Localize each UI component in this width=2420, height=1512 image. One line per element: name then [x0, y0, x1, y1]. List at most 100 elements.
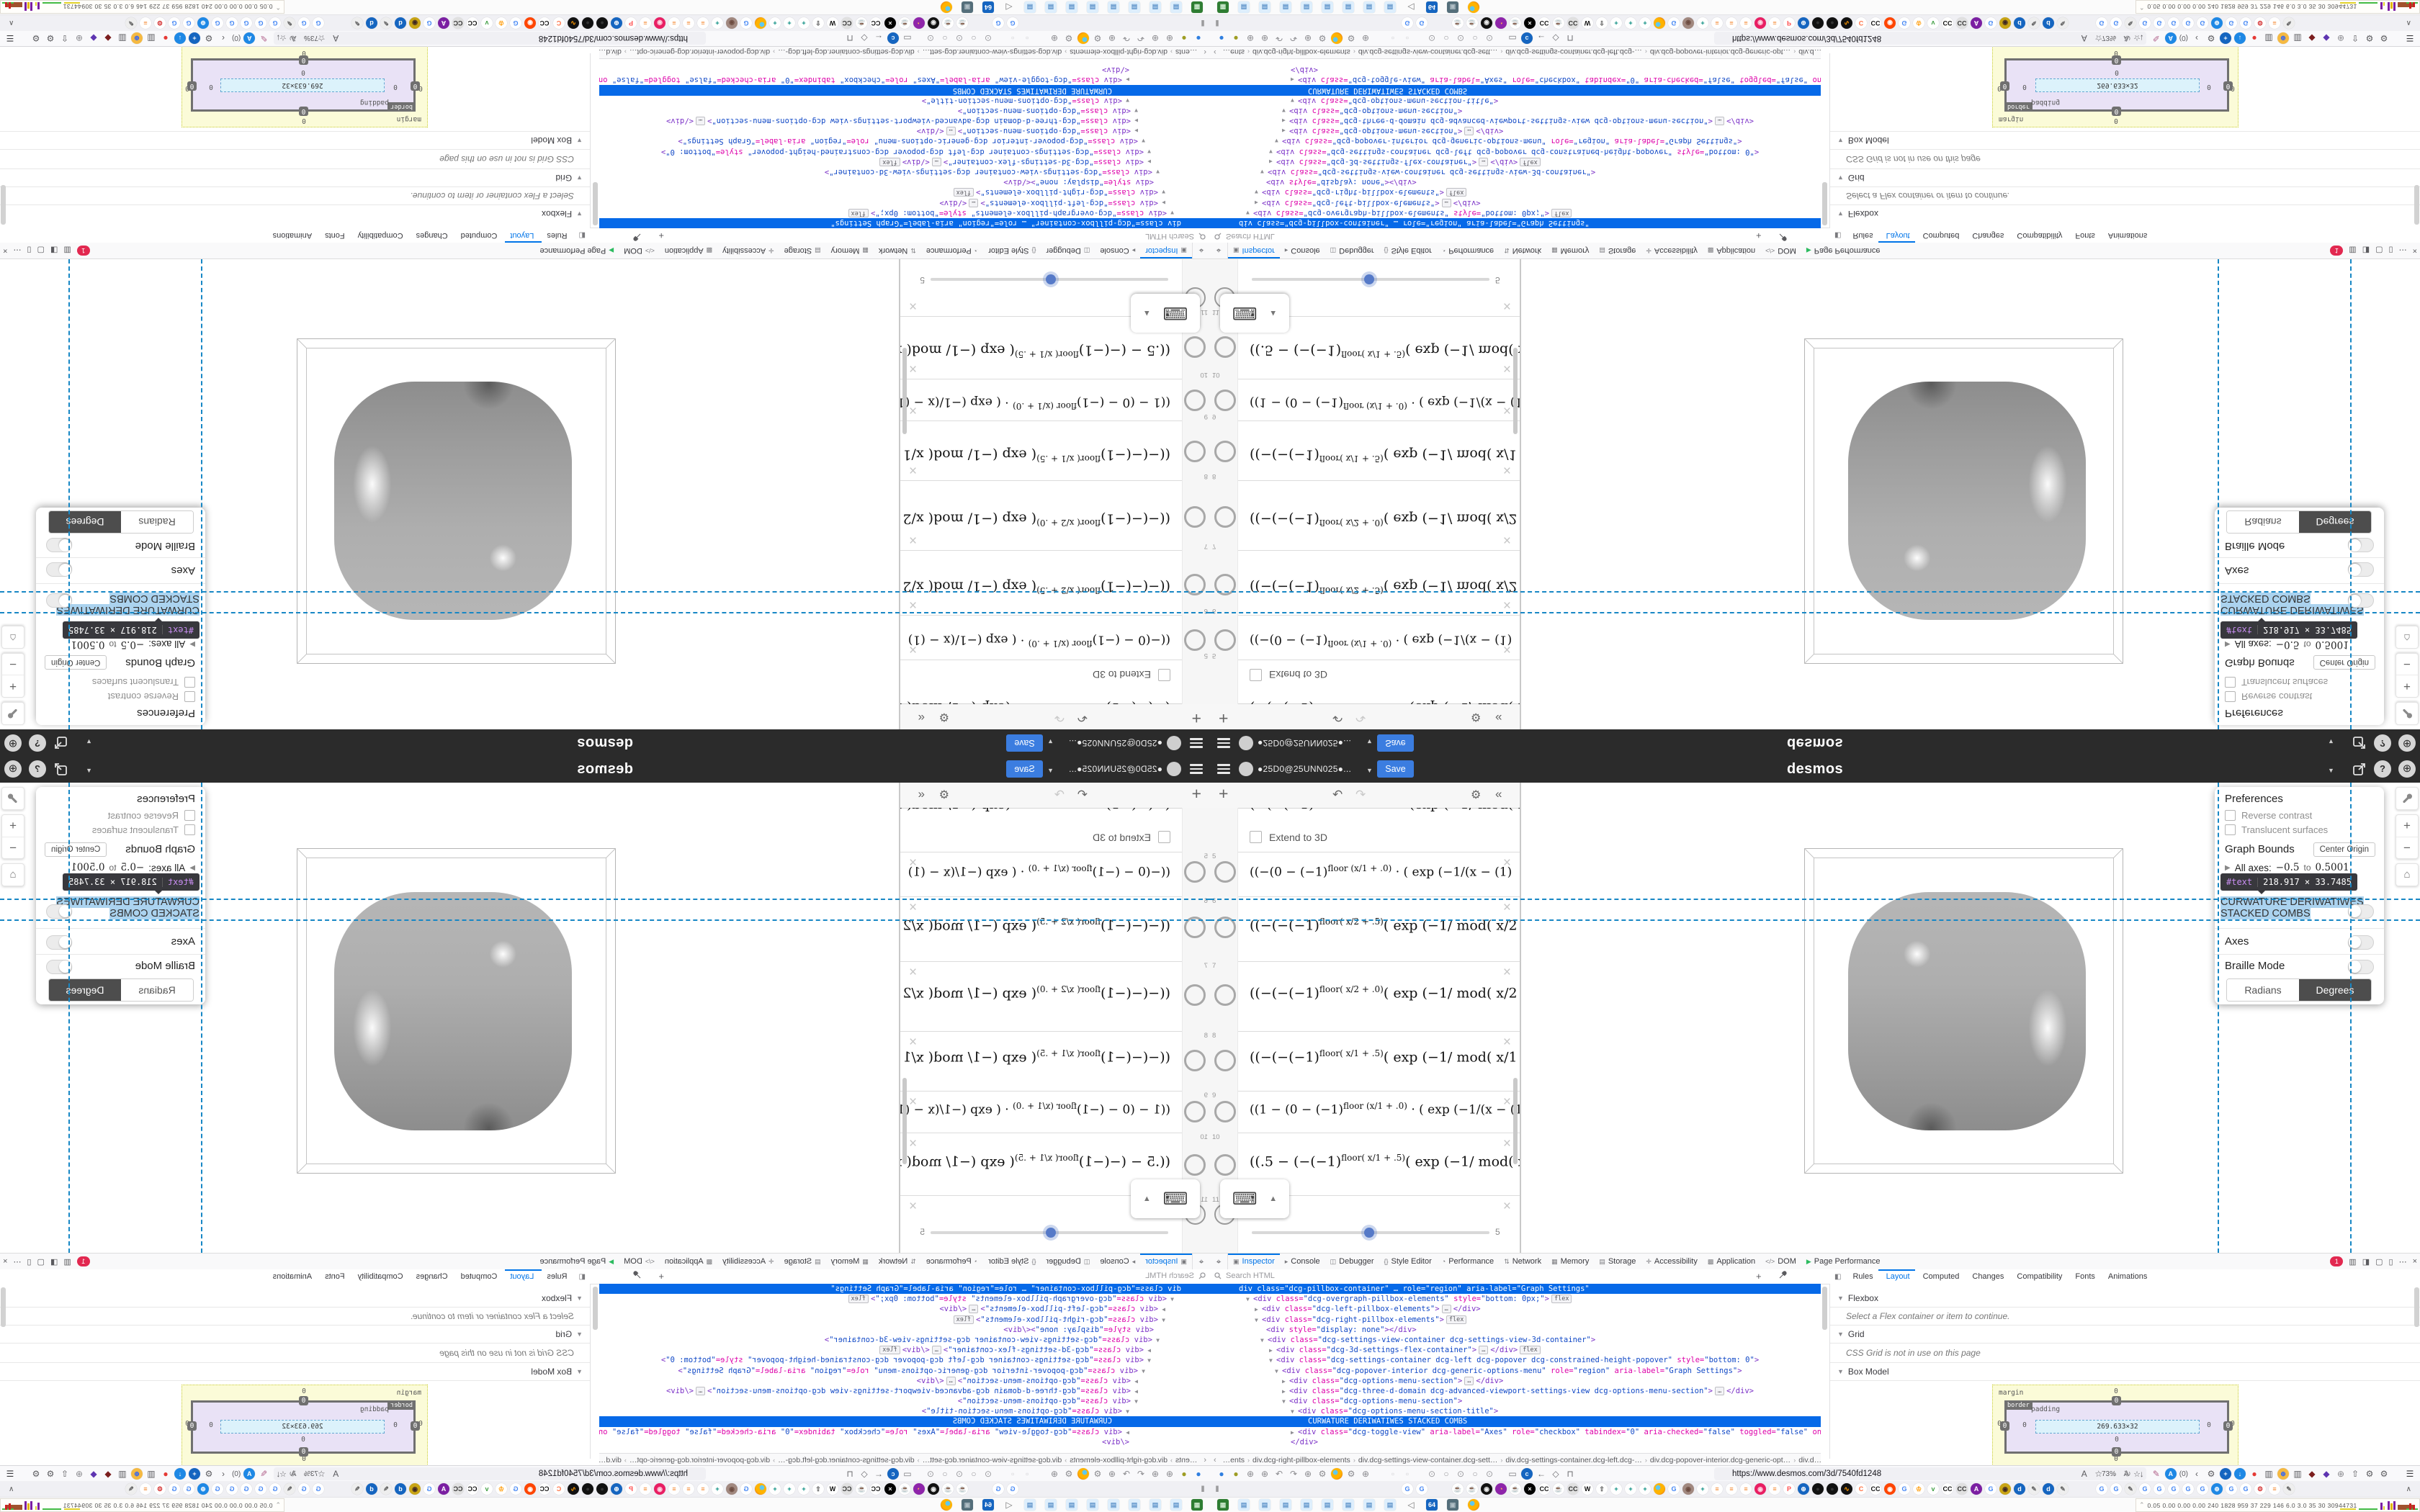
taskbar-icon[interactable]: ▤: [1301, 1499, 1312, 1511]
expression-row[interactable]: 10 ((.5 − (−(−1)floor( x/1 + .5)( exp (−…: [1210, 1133, 1520, 1196]
tab-favicon[interactable]: ◉: [928, 1483, 939, 1495]
tab-overflow-caret-icon[interactable]: ∧: [9, 19, 14, 27]
split-console-icon[interactable]: ▥: [63, 246, 71, 255]
toolbar-icon[interactable]: ○: [1443, 33, 1449, 44]
tab-favicon[interactable]: G: [2110, 17, 2122, 29]
item[interactable]: </div>: [1102, 1437, 1129, 1446]
delete-expression-icon[interactable]: ×: [1502, 402, 1511, 418]
extension-icon[interactable]: ⚙: [2207, 33, 2215, 43]
item[interactable]: ▼<div class="dcg-settings-view-container…: [824, 168, 1160, 177]
toolbar-icon[interactable]: [997, 1468, 1004, 1480]
taskbar-icon[interactable]: ▤: [1384, 1499, 1396, 1511]
extension-icon[interactable]: ☰: [6, 1469, 14, 1479]
tab-favicon[interactable]: +: [798, 1483, 810, 1495]
toolbar-icon[interactable]: ⊓: [1567, 33, 1574, 44]
tab-favicon[interactable]: ×: [1524, 17, 1536, 29]
extension-icon[interactable]: ⇧: [60, 33, 69, 43]
sidebar-tab[interactable]: Rules: [1852, 1272, 1873, 1281]
tab-favicon[interactable]: G: [2139, 1483, 2151, 1495]
tab-favicon[interactable]: ☕: [1510, 17, 1521, 29]
taskbar-icon[interactable]: 64: [982, 1, 994, 13]
keyboard-up-icon[interactable]: ▲: [1269, 1194, 1278, 1203]
extension-icon[interactable]: ⚙: [32, 33, 40, 43]
delete-expression-icon[interactable]: ×: [909, 597, 918, 612]
language-globe-icon[interactable]: ⊕: [4, 760, 22, 778]
box-model-section-header[interactable]: ▼ Box Model: [1830, 1363, 2420, 1381]
toolbar-icon[interactable]: ⊙: [1428, 33, 1436, 44]
expression-row[interactable]: 8 ((−(−(−1)floor( x/1 + .5)( exp (−1/ mo…: [900, 1031, 1210, 1092]
tab-favicon[interactable]: [971, 1483, 990, 1495]
toolbar-icon[interactable]: ○: [942, 1468, 948, 1479]
tab-favicon[interactable]: W: [1582, 1483, 1593, 1495]
center-origin-button[interactable]: Center Origin: [2313, 655, 2375, 670]
tab-favicon[interactable]: G: [1007, 1483, 1018, 1495]
extension-icon[interactable]: ↻: [2123, 1469, 2131, 1479]
plot-toggle-icon[interactable]: [1214, 861, 1236, 883]
tab-favicon[interactable]: ‖: [1201, 1484, 1205, 1494]
expression-row[interactable]: 5 ((−(0 − (−1)floor (x/1 + .0) · ( exp (…: [900, 852, 1210, 897]
tab-favicon[interactable]: ≡: [1711, 1483, 1723, 1495]
undo-button[interactable]: ↶: [1077, 711, 1088, 724]
radians-button[interactable]: Radians: [2227, 511, 2299, 533]
tab-favicon[interactable]: ☕: [899, 17, 910, 29]
zoom-buttons[interactable]: + −: [2396, 814, 2419, 859]
expand-triangle-icon[interactable]: ▶: [189, 863, 195, 872]
tab-favicon[interactable]: G: [1985, 1483, 1996, 1495]
toolbar-icon[interactable]: ↶: [1137, 33, 1145, 44]
tab-favicon[interactable]: ≡: [640, 1483, 651, 1495]
toolbar-icon[interactable]: ⊙: [926, 33, 935, 44]
tab-favicon[interactable]: P: [625, 1483, 637, 1495]
extension-icon[interactable]: ‹: [2195, 33, 2198, 43]
tab-favicon[interactable]: G: [1668, 1483, 1680, 1495]
graph-viewport[interactable]: + − ⌂ Preferences Reverse contrast Trans…: [1520, 783, 2420, 1253]
extension-icon[interactable]: (0): [2179, 34, 2188, 42]
extension-icon[interactable]: ⇧: [60, 1469, 69, 1479]
toolbar-icon[interactable]: ←: [874, 1468, 883, 1479]
item[interactable]: ▶<div class="dcg-3d-settings-flex-contai…: [1210, 157, 1821, 167]
plot-toggle-icon[interactable]: [1214, 984, 1236, 1006]
toolbar-icon[interactable]: ↶: [1137, 1468, 1145, 1479]
extension-icon[interactable]: ▥: [147, 1469, 156, 1479]
extension-icon[interactable]: (0): [2179, 1470, 2188, 1478]
axes-max-input[interactable]: 0.5001: [71, 862, 105, 873]
toolbar-icon[interactable]: ▫: [1405, 33, 1410, 44]
stats-expand-icon[interactable]: ⌃: [2139, 1501, 2145, 1508]
plot-toggle-icon[interactable]: [1184, 861, 1206, 883]
tab-favicon[interactable]: ⊕: [197, 17, 209, 29]
expression-row[interactable]: 7 ((−(−(−1)floor( x/2 + .0)( exp (−1/ mo…: [900, 480, 1210, 551]
plot-toggle-icon[interactable]: [1184, 506, 1206, 528]
tab-favicon[interactable]: ‖: [1215, 18, 1219, 28]
tab-favicon[interactable]: ☕: [1452, 17, 1464, 29]
expression-row[interactable]: 6 ((−(−(−1)floor( x/2 + .5)( exp (−1/ mo…: [900, 550, 1210, 616]
tab-favicon[interactable]: ☕: [856, 17, 867, 29]
tab-favicon[interactable]: ◉: [1754, 17, 1766, 29]
expression-row[interactable]: 7 ((−(−(−1)floor( x/2 + .0)( exp (−1/ mo…: [1210, 480, 1520, 551]
taskbar-icon[interactable]: ▦: [1191, 1499, 1203, 1511]
tab-favicon[interactable]: CC: [1567, 17, 1579, 29]
extension-icon[interactable]: ⚙: [205, 33, 213, 43]
toolbar-icon[interactable]: ⊕: [1165, 1468, 1174, 1479]
item[interactable]: ▼<div class="dcg-options-menu-section">: [957, 106, 1138, 115]
item[interactable]: ▼<div class="dcg-overgraph-pillbox-eleme…: [599, 1294, 1210, 1304]
sidebar-tab[interactable]: Compatibility: [357, 1272, 403, 1281]
tab-favicon[interactable]: +: [1639, 17, 1651, 29]
toolbar-icon[interactable]: ●: [1181, 33, 1187, 44]
item[interactable]: <div style="display: none"></div>: [1266, 1325, 1417, 1334]
item[interactable]: ▶<div class="dcg-left-pillbox-elements">…: [939, 198, 1165, 207]
close-devtools-icon[interactable]: ×: [2412, 1257, 2417, 1266]
extension-icon[interactable]: →: [2108, 1469, 2118, 1479]
tab-favicon[interactable]: G: [2226, 1483, 2237, 1495]
tab-favicon[interactable]: G: [212, 17, 223, 29]
tab-favicon[interactable]: G: [2110, 1483, 2122, 1495]
tab-favicon[interactable]: [327, 1483, 349, 1495]
tab-favicon[interactable]: ⚙: [2254, 1483, 2266, 1495]
dock-side-icon[interactable]: ◨: [2362, 246, 2370, 255]
extension-icon[interactable]: A: [333, 33, 339, 43]
tab-favicon[interactable]: G: [992, 1483, 1004, 1495]
checkbox-icon[interactable]: [1250, 831, 1262, 843]
degrees-button[interactable]: Degrees: [2299, 979, 2371, 1001]
devtools-tab[interactable]: ◫ Debugger: [1330, 1257, 1374, 1266]
toolbar-icon[interactable]: ↶: [1275, 33, 1283, 44]
breadcrumb-item[interactable]: div.dcg-popover-interior.dcg-generic-opt…: [629, 1456, 771, 1464]
expression-row[interactable]: 6 ((−(−(−1)floor( x/2 + .5)( exp (−1/ mo…: [900, 896, 1210, 962]
